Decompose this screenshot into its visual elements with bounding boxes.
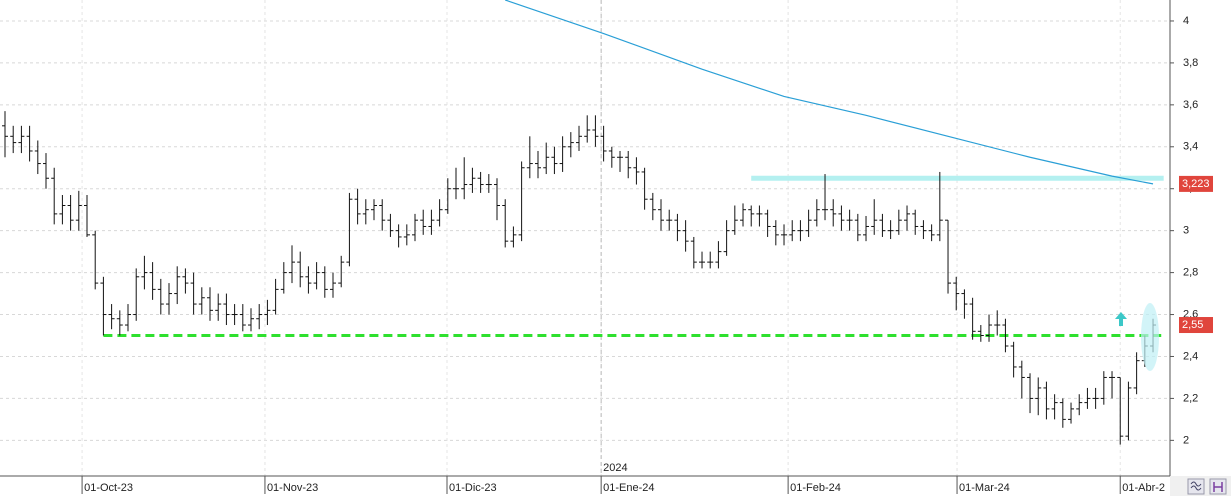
y-tick-label: 3,8	[1183, 57, 1198, 69]
y-tick-label: 2	[1183, 434, 1189, 446]
price-label: 3,223	[1182, 178, 1210, 190]
moving-average	[505, 0, 1154, 185]
y-tick-label: 2,4	[1183, 350, 1198, 362]
y-tick-label: 3	[1183, 225, 1189, 237]
y-tick-label: 3,6	[1183, 99, 1198, 111]
highlight-ellipse	[1141, 303, 1159, 371]
y-tick-label: 2,8	[1183, 267, 1198, 279]
y-tick-label: 3,4	[1183, 141, 1198, 153]
x-tick-label: 01-Feb-24	[790, 482, 841, 494]
x-tick-label: 01-Oct-23	[84, 482, 133, 494]
scroll-icon	[1190, 481, 1202, 491]
x-tick-label: 01-Abr-2	[1122, 482, 1165, 494]
x-tick-label: 01-Ene-24	[603, 482, 654, 494]
x-tick-label: 01-Mar-24	[959, 482, 1010, 494]
grid	[0, 0, 1170, 476]
signal-arrow	[1115, 312, 1127, 326]
y-tick-label: 4	[1183, 15, 1189, 27]
home-icon	[1213, 482, 1223, 492]
x-tick-label: 01-Nov-23	[267, 482, 318, 494]
scroll-button[interactable]	[1187, 478, 1205, 495]
y-tick-label: 2,2	[1183, 392, 1198, 404]
plot	[2, 0, 1164, 445]
price-label: 2,55	[1182, 319, 1203, 331]
annotation: 2024	[603, 462, 627, 474]
axis-labels: 22,22,42,62,833,23,43,63,8401-Oct-2301-N…	[81, 15, 1213, 494]
price-label-box	[1179, 175, 1213, 192]
price-label-box	[1179, 317, 1213, 334]
x-tick-label: 01-Dic-23	[449, 482, 497, 494]
